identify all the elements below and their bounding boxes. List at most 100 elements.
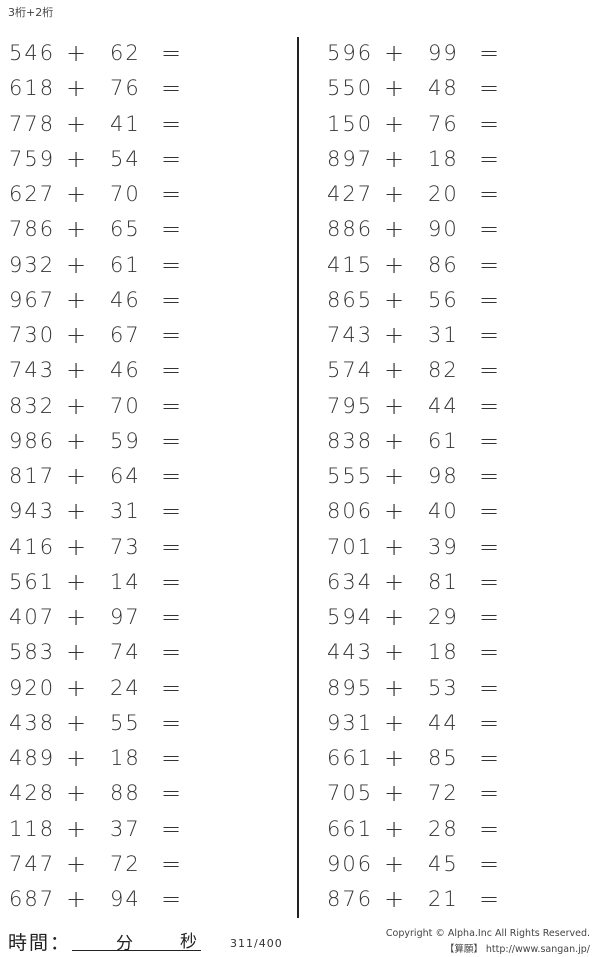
plus-sign: + (384, 532, 405, 561)
plus-sign: + (66, 180, 87, 208)
plus-sign: + (384, 250, 405, 279)
plus-sign: + (384, 885, 405, 913)
first-operand: 897 (327, 146, 374, 171)
equals-sign: = (161, 708, 182, 737)
equals-sign: = (161, 426, 182, 455)
plus-sign: + (384, 497, 405, 526)
equals-sign: = (161, 814, 182, 843)
equals-sign: = (479, 638, 500, 667)
first-operand: 932 (9, 252, 56, 277)
problem-row: 661 +28 = (327, 814, 600, 844)
plus-sign: + (66, 426, 87, 455)
second-operand: 28 (428, 816, 459, 841)
equals-sign: = (479, 39, 500, 67)
problem-row: 817 +64 = (9, 461, 299, 491)
equals-sign: = (161, 885, 182, 913)
equals-sign: = (161, 356, 182, 385)
second-operand: 14 (110, 569, 141, 594)
first-operand: 817 (9, 464, 56, 488)
second-operand: 44 (428, 710, 459, 735)
plus-sign: + (384, 603, 405, 631)
first-operand: 574 (327, 358, 374, 383)
second-operand: 40 (428, 499, 459, 524)
copyright: Copyright © Alpha.Inc All Rights Reserve… (385, 928, 590, 939)
problem-row: 583 +74 = (9, 637, 299, 667)
plus-sign: + (384, 180, 405, 208)
equals-sign: = (479, 497, 500, 526)
second-operand: 98 (428, 464, 459, 488)
site-url: 【算願】 http://www.sangan.jp/ (444, 944, 590, 955)
plus-sign: + (384, 814, 405, 843)
problem-row: 427 +20 = (327, 179, 600, 209)
equals-sign: = (479, 250, 500, 279)
plus-sign: + (384, 673, 405, 702)
first-operand: 594 (327, 605, 374, 629)
plus-sign: + (384, 779, 405, 808)
second-operand: 21 (428, 887, 459, 911)
plus-sign: + (384, 426, 405, 455)
plus-sign: + (66, 39, 87, 67)
second-operand: 73 (110, 534, 141, 559)
equals-sign: = (479, 144, 500, 173)
second-operand: 61 (428, 428, 459, 453)
equals-sign: = (161, 603, 182, 631)
plus-sign: + (384, 638, 405, 667)
equals-sign: = (161, 673, 182, 702)
equals-sign: = (479, 109, 500, 138)
plus-sign: + (66, 109, 87, 138)
second-operand: 46 (110, 287, 141, 312)
problem-row: 943 +31 = (9, 496, 299, 526)
first-operand: 550 (327, 76, 374, 101)
problem-row: 661 +85 = (327, 743, 600, 773)
first-operand: 661 (327, 746, 374, 770)
second-operand: 76 (428, 111, 459, 136)
equals-sign: = (479, 285, 500, 314)
plus-sign: + (66, 567, 87, 596)
second-operand: 61 (110, 252, 141, 277)
time-label: 時間： (8, 932, 72, 954)
plus-sign: + (384, 567, 405, 596)
equals-sign: = (479, 885, 500, 913)
problem-row: 832 +70 = (9, 391, 299, 421)
page-number: 311/400 (230, 937, 283, 950)
second-operand: 55 (110, 710, 141, 735)
plus-sign: + (66, 708, 87, 737)
problem-row: 759 +54 = (9, 144, 299, 174)
problem-row: 838 +61 = (327, 426, 600, 456)
equals-sign: = (479, 744, 500, 772)
equals-sign: = (161, 567, 182, 596)
problem-row: 743 +31 = (327, 320, 600, 350)
second-operand: 45 (428, 851, 459, 876)
column-divider (297, 37, 299, 918)
first-operand: 931 (327, 710, 374, 735)
second-operand: 74 (110, 640, 141, 665)
second-operand: 39 (428, 534, 459, 559)
plus-sign: + (384, 391, 405, 420)
first-operand: 583 (9, 640, 56, 665)
problem-row: 931 +44 = (327, 708, 600, 738)
equals-sign: = (161, 250, 182, 279)
first-operand: 634 (327, 569, 374, 594)
first-operand: 150 (327, 111, 374, 136)
problem-row: 438 +55 = (9, 708, 299, 738)
first-operand: 489 (9, 746, 56, 770)
first-operand: 687 (9, 887, 56, 911)
equals-sign: = (479, 603, 500, 631)
first-operand: 943 (9, 499, 56, 524)
second-operand: 86 (428, 252, 459, 277)
problem-row: 407 +97 = (9, 602, 299, 632)
problem-row: 705 +72 = (327, 778, 600, 808)
plus-sign: + (66, 250, 87, 279)
problem-row: 895 +53 = (327, 673, 600, 703)
equals-sign: = (161, 39, 182, 67)
second-operand: 94 (110, 887, 141, 911)
problem-row: 701 +39 = (327, 532, 600, 562)
plus-sign: + (66, 391, 87, 420)
first-operand: 743 (327, 323, 374, 347)
first-operand: 865 (327, 287, 374, 312)
problem-row: 897 +18 = (327, 144, 600, 174)
problem-row: 795 +44 = (327, 391, 600, 421)
equals-sign: = (161, 779, 182, 808)
equals-sign: = (161, 109, 182, 138)
plus-sign: + (384, 109, 405, 138)
